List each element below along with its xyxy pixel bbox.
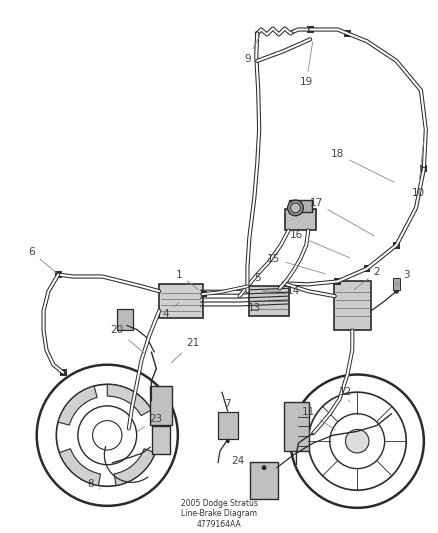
- Text: 8: 8: [87, 479, 100, 489]
- Text: 4: 4: [162, 303, 178, 319]
- Circle shape: [307, 27, 312, 33]
- Text: 12: 12: [338, 387, 351, 402]
- Circle shape: [261, 465, 266, 470]
- Bar: [333, 278, 340, 285]
- Bar: [392, 242, 399, 248]
- Bar: [250, 462, 277, 499]
- Bar: [218, 412, 237, 439]
- Bar: [159, 284, 202, 318]
- Text: 17: 17: [309, 198, 374, 236]
- Bar: [420, 166, 426, 172]
- Text: 1: 1: [175, 270, 198, 289]
- Wedge shape: [59, 449, 100, 486]
- Text: 5: 5: [253, 273, 267, 294]
- Text: 21: 21: [171, 338, 199, 363]
- Text: 23: 23: [137, 414, 162, 432]
- Circle shape: [287, 200, 303, 216]
- Circle shape: [55, 272, 61, 278]
- Text: 7: 7: [224, 399, 231, 414]
- Text: 2: 2: [353, 266, 379, 289]
- Circle shape: [290, 203, 300, 213]
- Bar: [152, 426, 170, 454]
- Bar: [55, 271, 62, 278]
- Text: 6: 6: [28, 247, 56, 273]
- Text: 16: 16: [289, 230, 349, 258]
- Circle shape: [393, 289, 398, 294]
- Bar: [201, 291, 207, 297]
- Bar: [60, 369, 67, 376]
- Bar: [288, 200, 311, 212]
- Bar: [117, 309, 132, 330]
- Text: 2005 Dodge Stratus
Line-Brake Diagram
4779164AA: 2005 Dodge Stratus Line-Brake Diagram 47…: [180, 499, 257, 529]
- Bar: [334, 278, 340, 285]
- Wedge shape: [107, 384, 151, 416]
- Circle shape: [254, 31, 259, 36]
- Text: 10: 10: [410, 142, 424, 198]
- Bar: [392, 278, 399, 290]
- Text: 19: 19: [299, 42, 312, 87]
- Text: 15: 15: [267, 254, 325, 274]
- Bar: [333, 281, 370, 330]
- Bar: [343, 30, 350, 37]
- Wedge shape: [58, 386, 97, 425]
- Text: 11: 11: [301, 407, 335, 430]
- Bar: [249, 286, 288, 316]
- Text: 14: 14: [261, 286, 300, 296]
- Bar: [150, 386, 172, 425]
- Bar: [363, 266, 369, 272]
- Bar: [420, 165, 426, 172]
- Text: 3: 3: [396, 270, 409, 285]
- Bar: [392, 242, 399, 248]
- Circle shape: [344, 30, 350, 36]
- Circle shape: [60, 369, 66, 376]
- Wedge shape: [114, 449, 155, 486]
- Bar: [306, 26, 313, 33]
- Circle shape: [345, 430, 368, 453]
- Bar: [284, 209, 315, 230]
- Bar: [307, 27, 312, 33]
- Text: 13: 13: [247, 301, 266, 313]
- Circle shape: [226, 439, 229, 443]
- Text: 18: 18: [330, 149, 393, 182]
- Text: 20: 20: [110, 326, 144, 353]
- Bar: [283, 402, 308, 451]
- Text: 9: 9: [244, 36, 259, 64]
- Text: 24: 24: [230, 456, 251, 466]
- Bar: [363, 265, 370, 272]
